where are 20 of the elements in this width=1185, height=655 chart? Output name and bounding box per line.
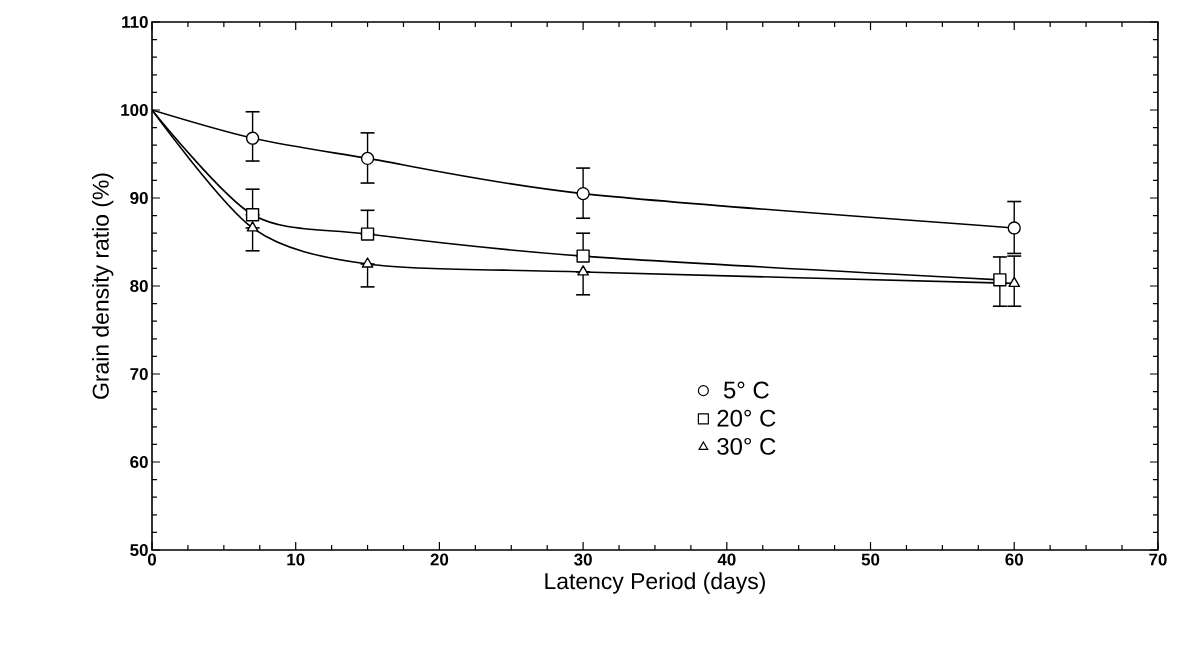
y-axis-title: Grain density ratio (%) [92, 173, 114, 399]
x-tick-label: 10 [287, 553, 305, 566]
x-tick-label: 50 [861, 553, 880, 566]
y-tick-label: 60 [130, 456, 148, 468]
y-tick-label: 100 [121, 104, 148, 116]
x-tick-label: 70 [1149, 553, 1167, 566]
y-tick-label: 110 [122, 16, 148, 28]
y-tick-label: 90 [130, 192, 148, 204]
x-axis-title: Latency Period (days) [545, 572, 765, 594]
y-tick-label: 70 [130, 368, 148, 380]
y-tick-label: 50 [130, 544, 148, 556]
x-tick-label: 60 [1005, 553, 1023, 566]
legend-label: 20° C [717, 409, 776, 427]
legend-label: 5° C [723, 381, 769, 399]
x-tick-label: 30 [574, 553, 592, 566]
x-tick-label: 20 [430, 553, 449, 566]
x-tick-label: 0 [147, 553, 157, 566]
x-tick-label: 40 [717, 553, 736, 566]
legend-label: 30° C [717, 437, 776, 455]
y-tick-label: 80 [130, 280, 148, 292]
